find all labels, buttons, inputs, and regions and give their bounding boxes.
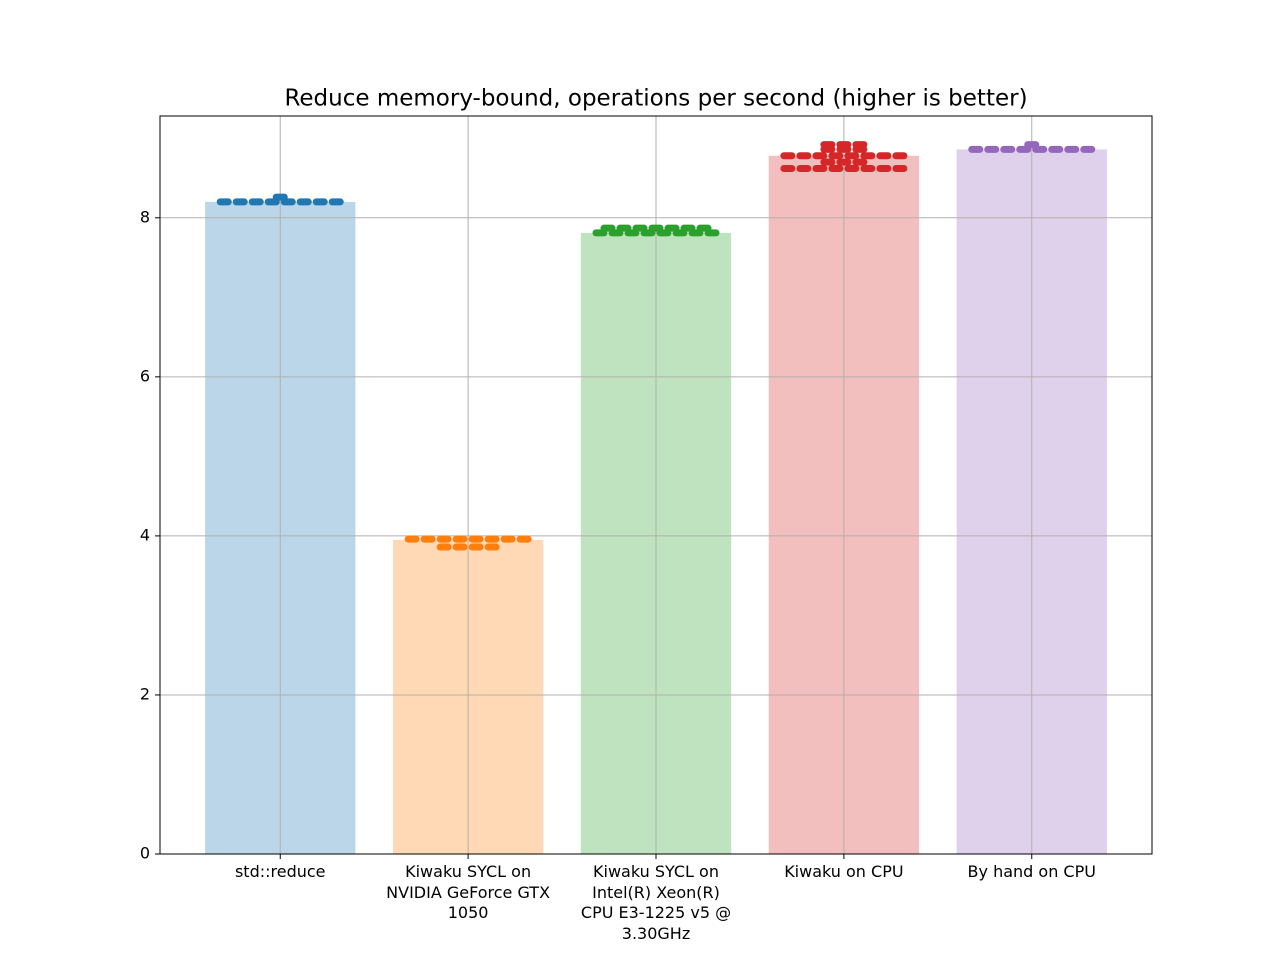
x-tick-label: Kiwaku SYCL on NVIDIA GeForce GTX 1050 xyxy=(386,862,551,922)
y-tick-label: 2 xyxy=(140,684,150,703)
x-tick-label: Kiwaku SYCL on Intel(R) Xeon(R) CPU E3-1… xyxy=(580,862,732,943)
y-tick-label: 0 xyxy=(140,844,150,863)
x-tick-label: Kiwaku on CPU xyxy=(784,862,904,881)
x-tick-label: By hand on CPU xyxy=(967,862,1096,881)
chart-title: Reduce memory-bound, operations per seco… xyxy=(284,86,1027,112)
y-tick-label: 6 xyxy=(140,366,150,385)
y-tick-label: 4 xyxy=(140,525,150,544)
x-tick-label: std::reduce xyxy=(234,862,326,881)
y-tick-label: 8 xyxy=(140,207,150,226)
